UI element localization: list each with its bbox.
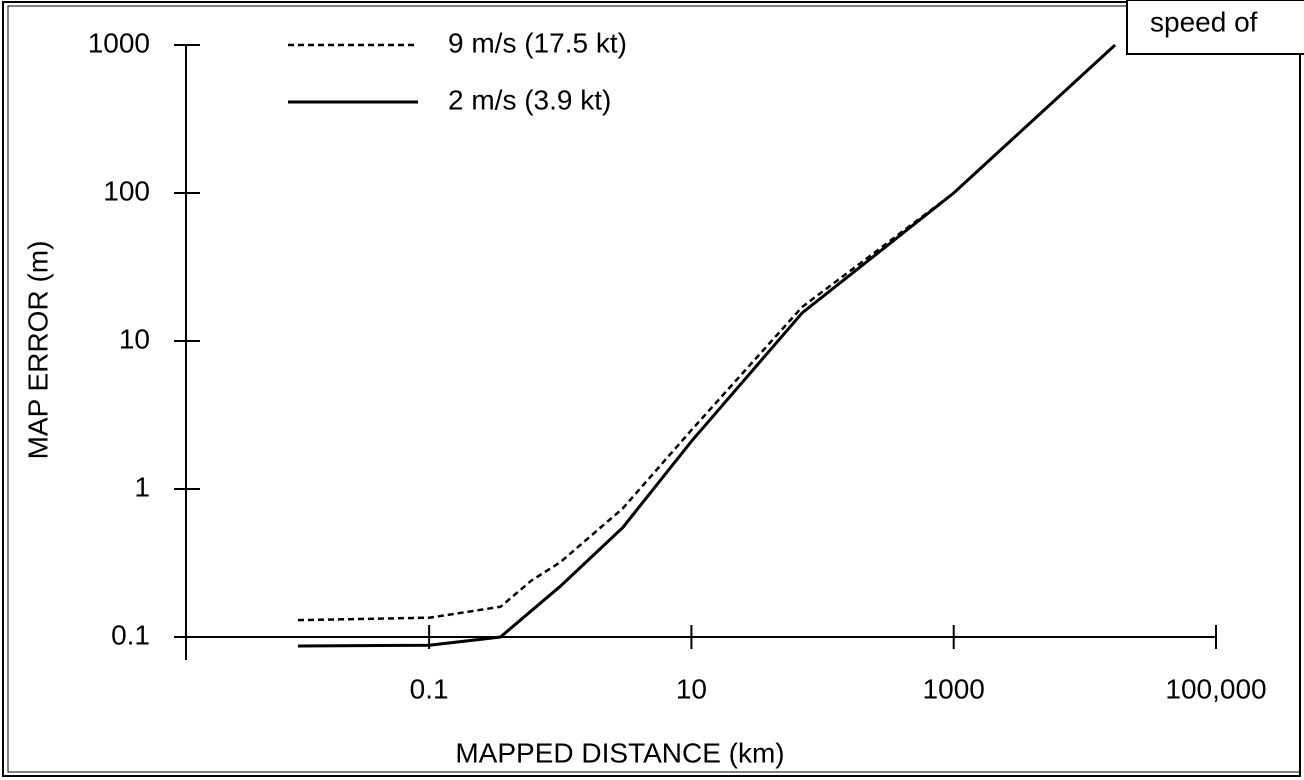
- x-tick-label: 0.1: [410, 673, 449, 704]
- y-axis-label: MAP ERROR (m): [22, 241, 53, 460]
- x-tick-label: 100,000: [1165, 673, 1266, 704]
- x-axis-label: MAPPED DISTANCE (km): [455, 737, 784, 768]
- legend-label: 2 m/s (3.9 kt): [448, 84, 611, 115]
- x-tick-label: 10: [676, 673, 707, 704]
- y-tick-label: 0.1: [111, 619, 150, 650]
- y-tick-label: 1: [134, 471, 150, 502]
- legend-label: 9 m/s (17.5 kt): [448, 27, 627, 58]
- series-line: [297, 44, 1116, 622]
- series-line: [297, 43, 1117, 648]
- annotation-box: [1126, 0, 1304, 55]
- annotation: speed of: [1150, 6, 1258, 37]
- y-tick-label: 1000: [88, 27, 150, 58]
- y-tick-label: 10: [119, 323, 150, 354]
- inner-frame: [7, 5, 1301, 773]
- y-tick-label: 100: [103, 175, 150, 206]
- x-tick-label: 1000: [923, 673, 985, 704]
